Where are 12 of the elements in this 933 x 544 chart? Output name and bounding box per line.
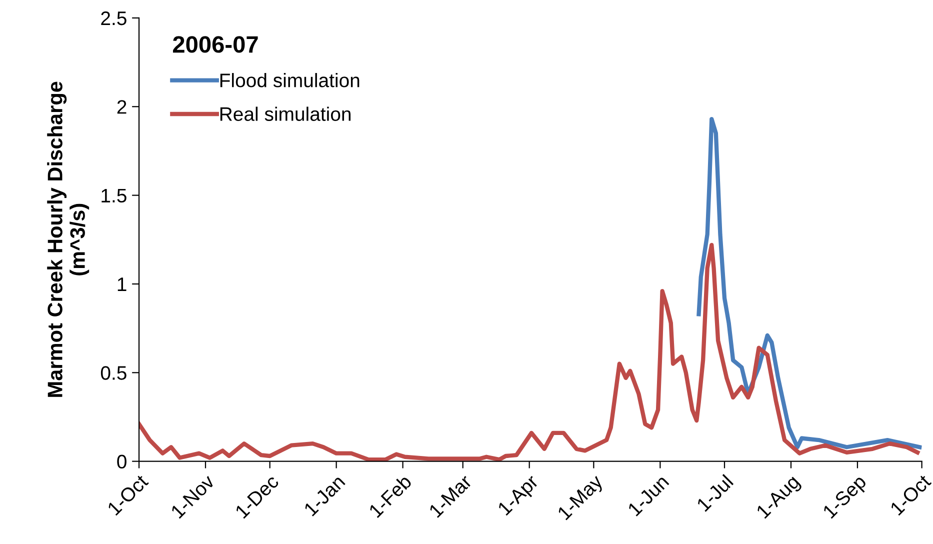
y-axis-title: Marmot Creek Hourly Discharge (m^3/s): [47, 82, 90, 397]
legend-title: 2006-07: [172, 36, 258, 53]
legend-label: Flood simulation: [220, 73, 360, 88]
y-tick-label: 0.5: [100, 366, 126, 380]
line-series: [696, 116, 922, 450]
y-tick-label: 0: [117, 454, 126, 469]
y-tick-label: 2.5: [101, 11, 126, 26]
line-series: [139, 242, 920, 462]
legend-label: Real simulation: [220, 106, 351, 121]
y-tick-label: 1: [118, 278, 126, 292]
y-tick-label: 1.5: [102, 188, 126, 203]
y-tick-label: 2: [117, 100, 126, 114]
